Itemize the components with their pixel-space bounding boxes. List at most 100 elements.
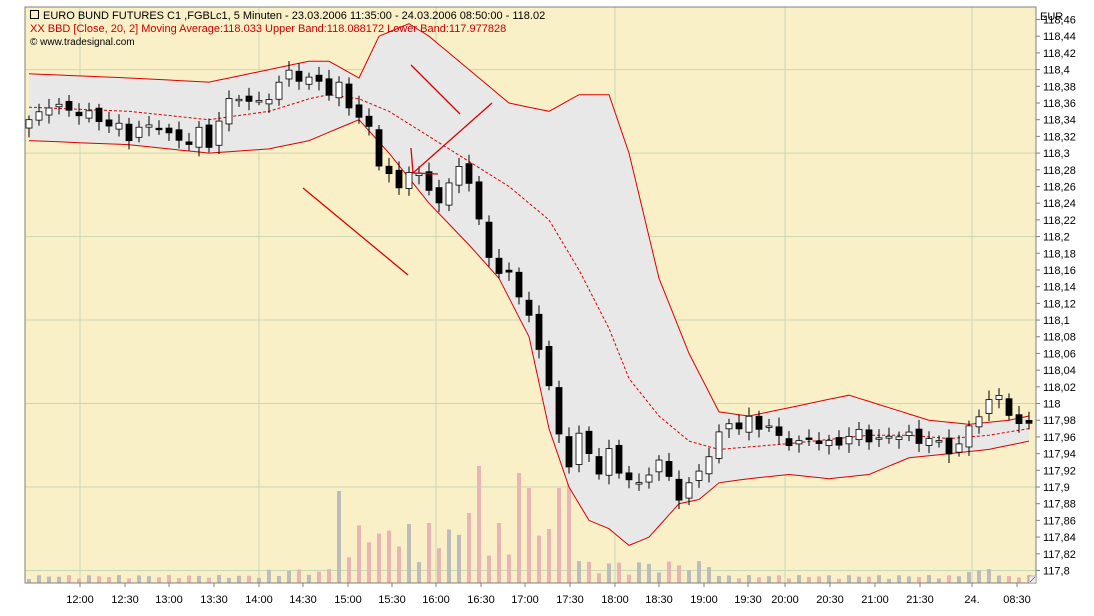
candle-body — [115, 122, 123, 130]
candle-body — [1015, 414, 1023, 424]
y-tick-label: 118,34 — [1043, 115, 1076, 127]
volume-bar — [797, 575, 801, 583]
volume-bar — [327, 569, 331, 583]
volume-bar — [857, 576, 861, 583]
volume-bar — [897, 575, 901, 583]
candle-body — [445, 182, 453, 206]
volume-bar — [287, 570, 291, 583]
candle-body — [905, 431, 913, 437]
candle-body — [915, 428, 923, 444]
volume-bar — [807, 576, 811, 583]
band-fill-area — [29, 23, 1029, 546]
y-tick-label: 118,46 — [1043, 15, 1076, 27]
candle-body — [865, 429, 873, 443]
candle-body — [755, 415, 763, 430]
volume-bar — [537, 535, 541, 583]
volume-bar — [607, 563, 611, 583]
y-tick-label: 118,38 — [1043, 81, 1076, 93]
y-tick-label: 118,14 — [1043, 282, 1076, 294]
volume-bar — [687, 570, 691, 583]
candle-body — [895, 436, 903, 440]
candle-body — [975, 416, 983, 428]
candle-body — [455, 166, 463, 186]
volume-bar — [587, 561, 591, 583]
volume-bar — [127, 578, 131, 583]
candle-body — [35, 111, 43, 121]
candle-body — [45, 107, 53, 116]
candle-body — [775, 426, 783, 436]
volume-bar — [747, 575, 751, 583]
candle-body — [395, 169, 403, 189]
volume-bar — [277, 575, 281, 583]
volume-bar — [567, 473, 571, 583]
x-tick-label: 12:00 — [66, 594, 94, 606]
candle-body — [785, 438, 793, 447]
volume-bar — [737, 578, 741, 583]
candle-body — [1025, 420, 1033, 424]
volume-bar — [117, 575, 121, 583]
volume-bar — [257, 577, 261, 583]
candle-body — [965, 425, 973, 448]
candle-body — [295, 70, 303, 82]
candle-body — [595, 456, 603, 475]
volume-bar — [167, 575, 171, 583]
volume-bar — [527, 488, 531, 583]
volume-bar — [757, 577, 761, 583]
x-tick-label: 14:00 — [245, 594, 273, 606]
volume-bar — [347, 557, 351, 583]
volume-bar — [1017, 577, 1021, 583]
volume-bar — [367, 542, 371, 583]
volume-bar — [97, 576, 101, 583]
volume-bar — [107, 577, 111, 583]
y-tick-label: 118,12 — [1043, 298, 1076, 310]
candle-body — [605, 448, 613, 476]
candle-body — [565, 436, 573, 468]
volume-bar — [987, 569, 991, 583]
candle-body — [265, 99, 273, 105]
candle-body — [65, 100, 73, 111]
candle-body — [655, 459, 663, 473]
x-tick-label: 12:30 — [111, 594, 139, 606]
candle-body — [935, 440, 943, 443]
candle-body — [545, 346, 553, 387]
candle-body — [155, 127, 163, 131]
volume-bar — [47, 576, 51, 583]
candle-body — [535, 313, 543, 350]
candle-body — [25, 119, 33, 129]
arrow-head-icon — [410, 147, 439, 175]
volume-bar — [147, 576, 151, 583]
candle-body — [555, 387, 563, 435]
candle-body — [305, 76, 313, 85]
candle-body — [825, 439, 833, 446]
volume-bar — [457, 534, 461, 583]
candle-body — [705, 456, 713, 475]
candle-body — [715, 431, 723, 459]
y-tick-label: 118,08 — [1043, 332, 1076, 344]
volume-bar — [927, 575, 931, 583]
volume-bar — [717, 576, 721, 583]
y-tick-label: 118,26 — [1043, 181, 1076, 193]
volume-bar — [867, 576, 871, 583]
candlestick-series — [25, 61, 1033, 510]
x-tick-label: 18:30 — [645, 594, 673, 606]
symbol-square-icon — [30, 10, 39, 19]
y-tick-label: 117,82 — [1043, 549, 1076, 561]
candle-body — [885, 435, 893, 439]
trend-line-upper — [410, 64, 461, 115]
volume-bar — [137, 575, 141, 583]
candle-body — [405, 172, 413, 189]
resize-grip-icon[interactable] — [1028, 575, 1037, 584]
volume-bar — [497, 523, 501, 583]
candle-body — [335, 81, 343, 99]
y-tick-label: 117,88 — [1043, 499, 1076, 511]
volume-bar — [877, 575, 881, 583]
y-tick-label: 117,86 — [1043, 515, 1076, 527]
candle-body — [985, 399, 993, 414]
volume-bar — [337, 491, 341, 583]
candle-body — [515, 271, 523, 298]
volume-bar — [507, 554, 511, 583]
volume-bar — [517, 473, 521, 583]
candle-body — [205, 124, 213, 148]
plot-frame — [24, 6, 1037, 584]
y-tick-label: 117,94 — [1043, 449, 1076, 461]
